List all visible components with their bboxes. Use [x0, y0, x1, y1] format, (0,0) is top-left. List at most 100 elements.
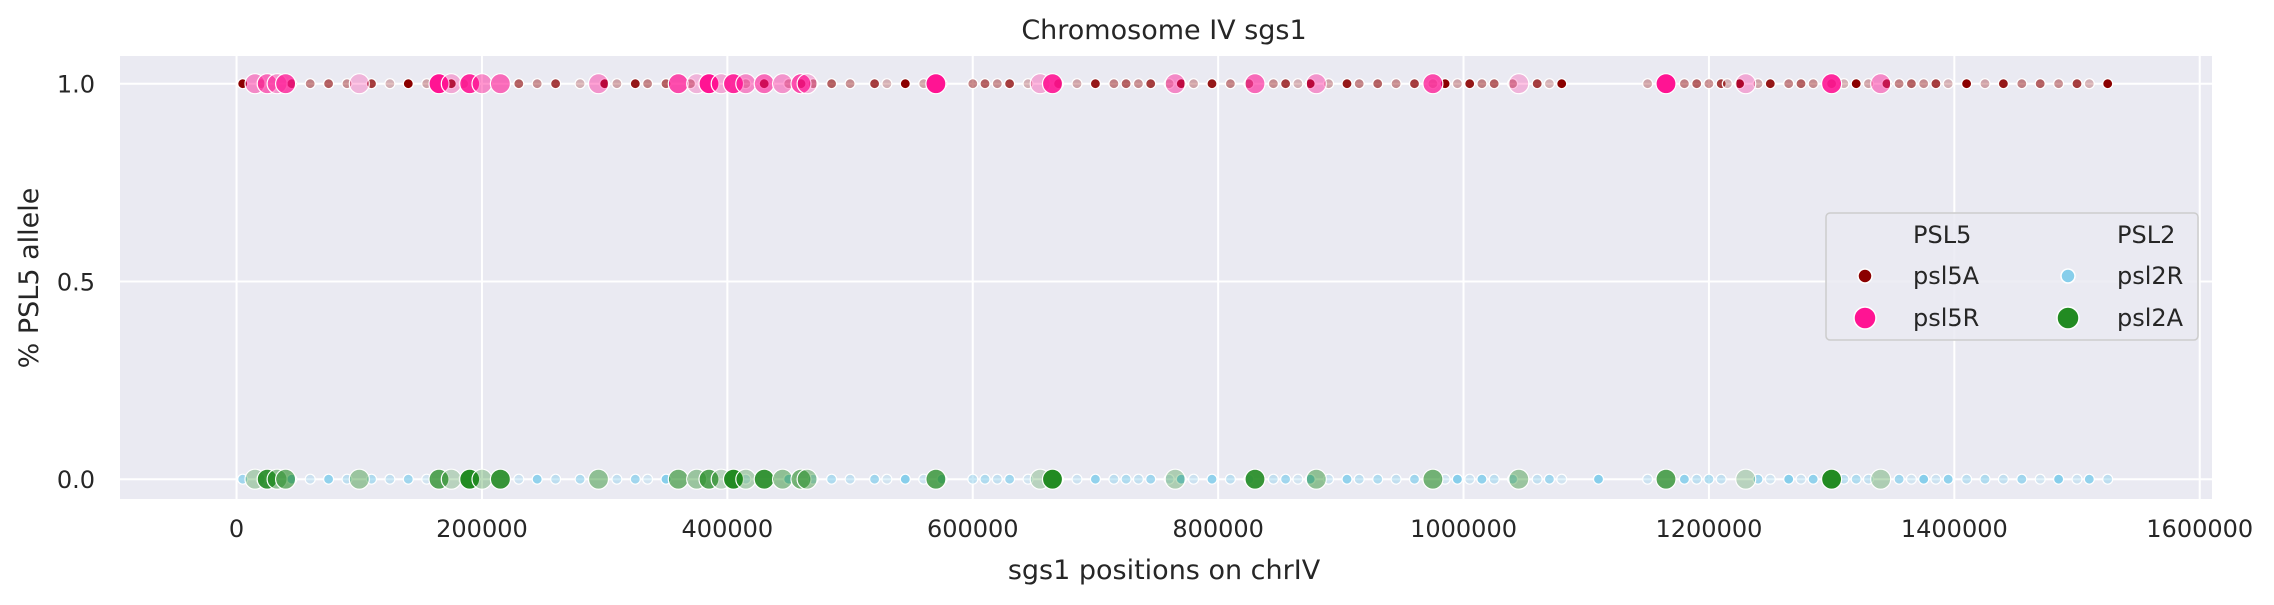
point-psl5a	[1089, 78, 1102, 90]
point-psl2r	[1850, 473, 1862, 485]
point-psl2r	[1341, 473, 1353, 485]
point-psl2a	[1164, 468, 1186, 490]
point-psl2a	[1422, 468, 1444, 490]
point-psl2r	[1353, 473, 1365, 485]
point-psl2r	[1488, 473, 1500, 485]
x-tick-label: 0	[229, 515, 244, 543]
point-psl5a	[1807, 78, 1819, 90]
point-psl5r	[1870, 73, 1892, 95]
point-psl5a	[825, 78, 838, 90]
point-psl5a	[1224, 78, 1237, 90]
x-axis-ticks: 0 200000 400000 600000 800000 1000000 1200000 1…	[229, 515, 2253, 543]
point-psl5a	[1145, 78, 1157, 90]
point-psl5r	[753, 73, 775, 95]
point-psl5a	[531, 78, 543, 90]
point-psl2a	[1820, 468, 1843, 490]
point-psl2a	[459, 468, 481, 490]
y-axis-title: % PSL5 allele	[14, 188, 45, 369]
point-psl2r	[1930, 473, 1942, 485]
legend-marker-psl2r	[2060, 268, 2076, 284]
point-psl5a	[599, 78, 611, 90]
point-psl5a	[1488, 78, 1500, 90]
point-psl2r	[1795, 473, 1807, 485]
point-psl2r	[2083, 473, 2095, 485]
point-psl5a	[629, 78, 641, 90]
point-psl2r	[881, 473, 893, 485]
point-psl2r	[1206, 473, 1218, 485]
point-psl2r	[1556, 473, 1568, 485]
point-psl5r	[722, 73, 745, 95]
point-psl5r	[275, 73, 297, 95]
point-psl5a	[1905, 78, 1918, 90]
point-psl2r	[1506, 473, 1519, 485]
point-psl5a	[1556, 78, 1568, 90]
point-psl2a	[771, 468, 794, 490]
y-tick-label: 1.0	[57, 71, 95, 99]
point-psl5a	[1678, 78, 1691, 90]
point-psl2r	[1187, 473, 1200, 485]
point-psl5r	[348, 73, 370, 95]
point-psl5a	[1506, 78, 1519, 90]
point-psl2r	[304, 473, 316, 485]
point-psl5r	[1655, 73, 1677, 95]
point-psl5a	[2102, 78, 2114, 90]
legend-marker-psl2a	[2056, 306, 2080, 330]
point-psl5r	[459, 73, 481, 95]
point-psl5a	[1703, 78, 1715, 90]
point-psl2a	[667, 468, 689, 490]
point-psl2r	[323, 473, 335, 485]
point-psl5r	[796, 73, 818, 95]
data-points	[237, 73, 2114, 490]
point-psl5a	[1918, 78, 1930, 90]
x-axis-title: sgs1 positions on chrIV	[1008, 555, 1321, 586]
point-psl5r	[471, 73, 493, 95]
x-tick-label: 800000	[1172, 515, 1264, 543]
point-psl5a	[1353, 78, 1365, 90]
point-psl5a	[1108, 78, 1120, 90]
x-tick-label: 600000	[927, 515, 1019, 543]
point-psl2r	[1979, 473, 1991, 485]
point-psl2r	[1942, 473, 1954, 485]
point-psl5a	[1721, 78, 1733, 90]
point-psl2r	[1089, 473, 1102, 485]
chart-title: Chromosome IV sgs1	[1021, 15, 1306, 46]
point-psl2r	[991, 473, 1003, 485]
point-psl5a	[384, 78, 396, 90]
point-psl5a	[513, 78, 525, 90]
y-tick-label: 0.0	[57, 466, 95, 494]
point-psl2a	[1244, 468, 1266, 490]
legend-label-psl2r: psl2R	[2117, 262, 2183, 290]
point-psl5a	[1893, 78, 1905, 90]
point-psl5a	[1163, 78, 1175, 90]
legend-marker-psl5a	[1857, 268, 1873, 284]
point-psl2r	[384, 473, 396, 485]
point-psl2r	[1476, 473, 1488, 485]
point-psl2r	[1531, 473, 1543, 485]
point-psl2a	[471, 468, 493, 490]
point-psl5r	[790, 73, 812, 95]
legend-title-psl2: PSL2	[2117, 221, 2175, 249]
point-psl5r	[667, 73, 689, 95]
point-psl2a	[587, 468, 610, 490]
point-psl2r	[531, 473, 543, 485]
point-psl2r	[1071, 473, 1083, 485]
point-psl5a	[2071, 78, 2083, 90]
point-psl5a	[1960, 78, 1973, 90]
point-psl5r	[1820, 73, 1843, 95]
point-psl5r	[489, 73, 511, 95]
point-psl5a	[1795, 78, 1807, 90]
point-psl2a	[1508, 468, 1530, 490]
point-psl2r	[1175, 473, 1187, 485]
point-psl2r	[1304, 473, 1316, 485]
point-psl5r	[1244, 73, 1266, 95]
point-psl2r	[1464, 473, 1476, 485]
point-psl2r	[1372, 473, 1384, 485]
point-psl5r	[1422, 73, 1444, 95]
point-psl2a	[925, 468, 947, 490]
point-psl5a	[899, 78, 911, 90]
point-psl2r	[868, 473, 881, 485]
point-psl5a	[1003, 78, 1016, 90]
point-psl5a	[1206, 78, 1218, 90]
point-psl2r	[1905, 473, 1918, 485]
point-psl2a	[275, 468, 297, 490]
